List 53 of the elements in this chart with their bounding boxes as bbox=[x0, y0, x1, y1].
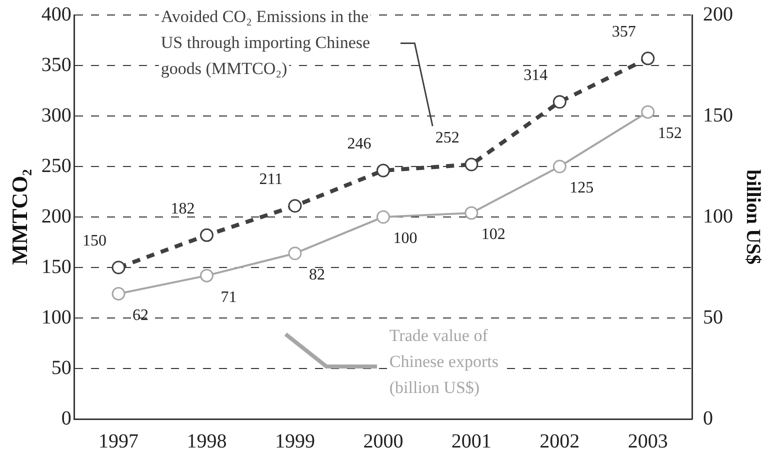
data-label: 150 bbox=[82, 232, 107, 250]
x-tick-label: 2000 bbox=[363, 430, 404, 452]
point bbox=[200, 268, 214, 282]
x-tick-label: 1997 bbox=[98, 430, 139, 452]
x-tick-label: 1998 bbox=[186, 430, 227, 452]
x-tick-label: 2001 bbox=[451, 430, 492, 452]
point bbox=[112, 260, 126, 274]
y-axis-title: MMTCO₂ bbox=[6, 168, 32, 265]
data-label: 82 bbox=[308, 266, 325, 284]
x-tick-label: 2002 bbox=[540, 430, 580, 452]
data-label: 246 bbox=[347, 136, 372, 153]
point bbox=[288, 246, 302, 260]
data-label: 62 bbox=[132, 306, 149, 324]
y2-tick-label: 100 bbox=[703, 205, 733, 228]
data-label: 100 bbox=[393, 230, 418, 248]
point bbox=[641, 105, 655, 119]
point bbox=[552, 160, 566, 174]
y2-axis-title: billion US$ bbox=[742, 169, 764, 265]
point bbox=[641, 52, 655, 66]
point bbox=[464, 158, 478, 172]
data-label: 182 bbox=[170, 200, 195, 218]
data-label: 152 bbox=[658, 125, 682, 142]
y-tick-label: 250 bbox=[41, 154, 72, 177]
point bbox=[288, 199, 302, 213]
y-tick-label: 0 bbox=[61, 407, 72, 430]
x-tick-label: 1999 bbox=[274, 430, 315, 452]
data-label: 314 bbox=[524, 67, 548, 84]
data-label: 71 bbox=[220, 288, 237, 306]
data-label: 102 bbox=[481, 226, 506, 244]
y2-tick-label: 150 bbox=[703, 104, 733, 126]
y-tick-label: 150 bbox=[41, 256, 72, 278]
point bbox=[376, 210, 390, 224]
y-tick-label: 200 bbox=[41, 205, 72, 228]
y2-tick-label: 0 bbox=[703, 407, 713, 430]
point bbox=[552, 95, 566, 109]
point bbox=[200, 228, 214, 242]
data-label: 252 bbox=[435, 130, 460, 147]
y2-tick-label: 50 bbox=[703, 306, 723, 328]
data-label: 125 bbox=[570, 180, 594, 197]
data-label: 357 bbox=[612, 24, 636, 41]
point bbox=[376, 164, 390, 178]
y-tick-label: 100 bbox=[41, 306, 72, 328]
y2-tick-label: 200 bbox=[703, 3, 733, 26]
text: Avoided CO₂ Emissions in the US through importing Chinese goods (MMTCO₂) bbox=[160, 6, 370, 78]
x-tick-label: 2003 bbox=[628, 430, 668, 452]
data-label: 211 bbox=[259, 171, 283, 188]
y-tick-label: 350 bbox=[41, 54, 72, 76]
y-tick-label: 400 bbox=[41, 3, 72, 26]
point bbox=[464, 206, 478, 220]
y-tick-label: 300 bbox=[41, 104, 72, 126]
point bbox=[112, 287, 126, 301]
text: Trade value of Chinese exports (billion US$) bbox=[389, 326, 498, 398]
y-tick-label: 50 bbox=[51, 356, 72, 379]
